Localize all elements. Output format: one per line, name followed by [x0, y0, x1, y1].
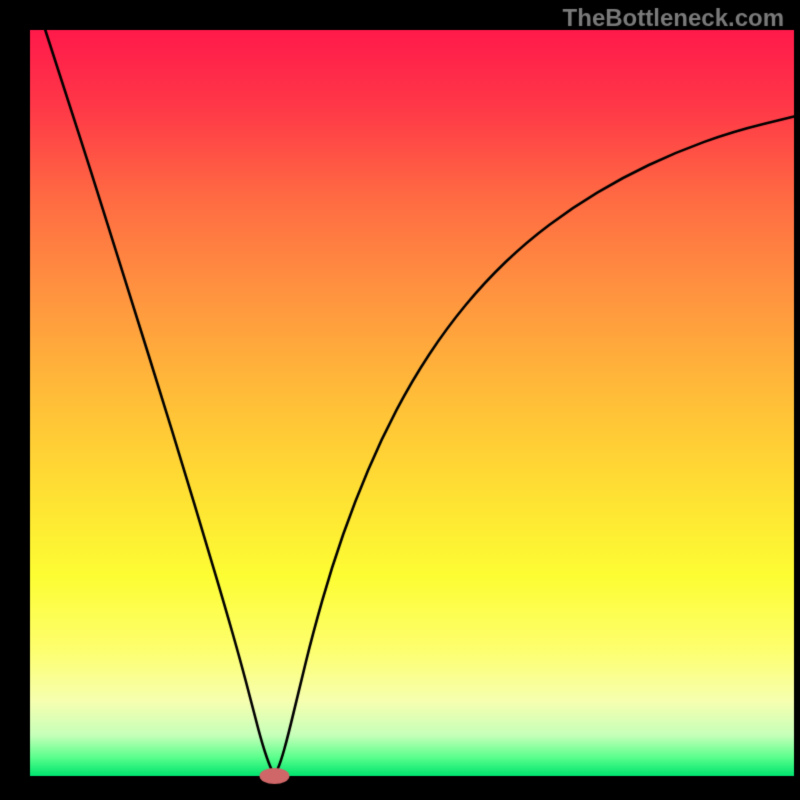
bottleneck-chart: [0, 0, 800, 800]
